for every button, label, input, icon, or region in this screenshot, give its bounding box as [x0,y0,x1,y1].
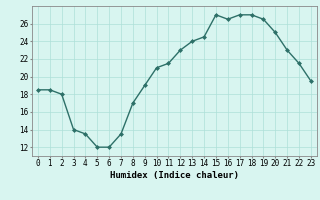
X-axis label: Humidex (Indice chaleur): Humidex (Indice chaleur) [110,171,239,180]
